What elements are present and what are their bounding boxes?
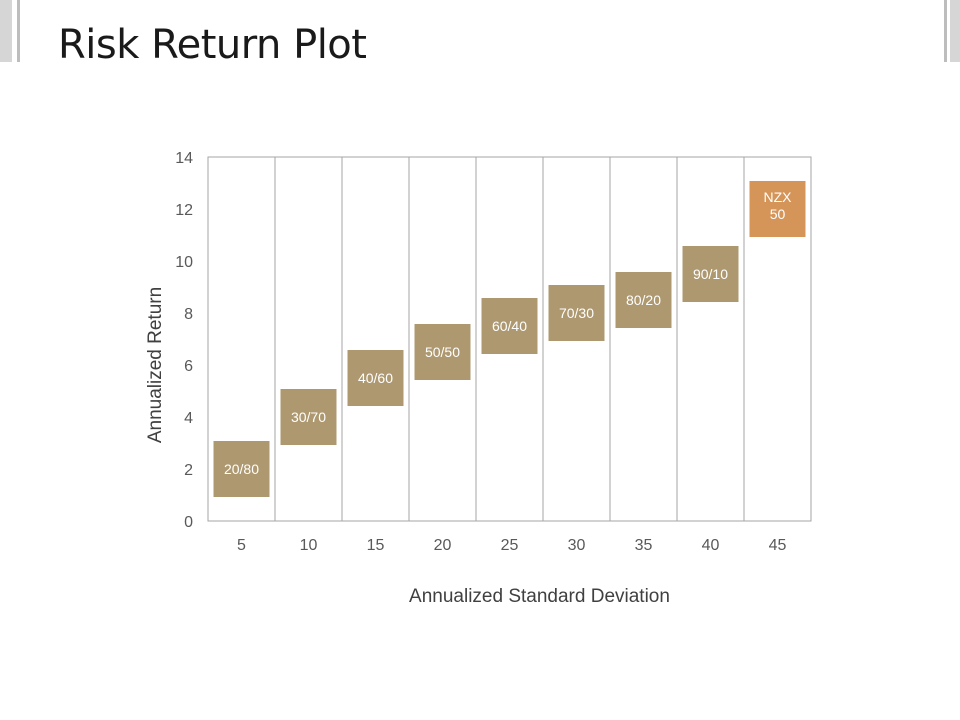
x-tick-label: 25 (501, 537, 519, 554)
data-point-marker (615, 272, 672, 328)
x-tick-label: 30 (568, 537, 586, 554)
y-tick-label: 8 (184, 306, 193, 323)
data-point-marker (280, 389, 337, 445)
y-tick-label: 14 (175, 150, 193, 167)
data-point-label: 90/10 (693, 266, 728, 282)
x-tick-label: 15 (367, 537, 385, 554)
y-tick-label: 0 (184, 514, 193, 531)
data-point-label: 20/80 (224, 461, 259, 477)
data-point-marker (213, 441, 270, 497)
y-tick-label: 2 (184, 462, 193, 479)
y-tick-label: 12 (175, 202, 193, 219)
data-point-marker (481, 298, 538, 354)
data-point-label: 80/20 (626, 292, 661, 308)
decorative-bar (17, 0, 20, 62)
page-title: Risk Return Plot (58, 22, 367, 68)
data-point-marker (414, 324, 471, 380)
y-tick-label: 6 (184, 358, 193, 375)
x-axis-title: Annualized Standard Deviation (409, 586, 670, 607)
data-point-label: NZX (764, 189, 793, 205)
x-tick-label: 5 (237, 537, 246, 554)
data-point-label: 30/70 (291, 409, 326, 425)
data-point-label: 40/60 (358, 370, 393, 386)
x-tick-label: 45 (769, 537, 787, 554)
y-tick-label: 4 (184, 410, 193, 427)
decorative-bar (950, 0, 960, 62)
x-tick-label: 10 (300, 537, 318, 554)
data-point-label: 70/30 (559, 305, 594, 321)
decorative-bar (944, 0, 947, 62)
decorative-bar (0, 0, 12, 62)
x-tick-label: 20 (434, 537, 452, 554)
y-tick-label: 10 (175, 254, 193, 271)
plot-area-border (207, 156, 812, 522)
data-point-marker (682, 246, 739, 302)
data-point-label: 60/40 (492, 318, 527, 334)
data-point-label: 50/50 (425, 344, 460, 360)
data-point-label: 50 (770, 206, 786, 222)
x-tick-label: 35 (635, 537, 653, 554)
y-axis-title: Annualized Return (145, 287, 166, 443)
data-point-marker (548, 285, 605, 341)
x-tick-label: 40 (702, 537, 720, 554)
data-point-marker (347, 350, 404, 406)
data-point-marker (749, 181, 806, 237)
